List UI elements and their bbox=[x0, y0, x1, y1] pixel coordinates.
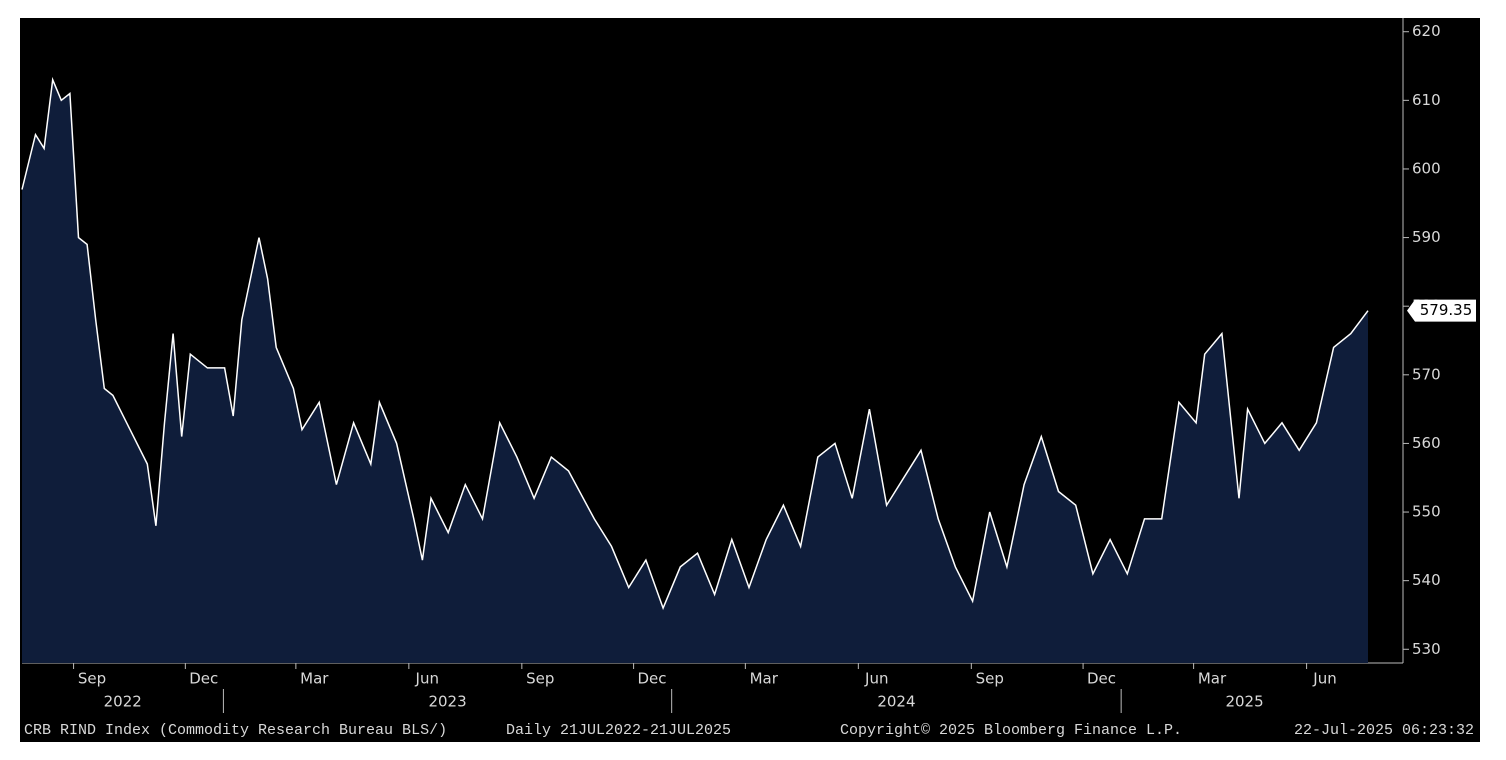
y-tick-label: 530 bbox=[1412, 640, 1441, 658]
x-tick-label: Mar bbox=[750, 670, 779, 688]
area-fill bbox=[22, 79, 1368, 664]
x-tick-label: Dec bbox=[189, 670, 218, 688]
y-tick-label: 550 bbox=[1412, 503, 1441, 521]
y-tick-label: 600 bbox=[1412, 159, 1441, 177]
x-tick-label: Jun bbox=[864, 670, 888, 688]
y-tick-label: 560 bbox=[1412, 434, 1441, 452]
y-tick-label: 610 bbox=[1412, 91, 1441, 109]
x-tick-label: Jun bbox=[1312, 670, 1336, 688]
footer-title: CRB RIND Index (Commodity Research Burea… bbox=[24, 722, 447, 739]
y-tick-label: 540 bbox=[1412, 571, 1441, 589]
x-tick-label: Sep bbox=[78, 670, 106, 688]
last-value-box bbox=[1407, 299, 1476, 322]
year-label: 2025 bbox=[1225, 693, 1263, 711]
line bbox=[21, 76, 1369, 611]
y-tick-label: 590 bbox=[1412, 228, 1441, 246]
footer-copyright: Copyright© 2025 Bloomberg Finance L.P. bbox=[840, 722, 1182, 739]
y-tick-label: 620 bbox=[1412, 22, 1441, 40]
x-tick-label: Mar bbox=[1198, 670, 1227, 688]
x-tick-label: Sep bbox=[976, 670, 1004, 688]
footer-timestamp: 22-Jul-2025 06:23:32 bbox=[1294, 722, 1474, 739]
last-value-label: 579.35 bbox=[1420, 301, 1473, 319]
year-label: 2022 bbox=[104, 693, 142, 711]
x-tick-label: Dec bbox=[1087, 670, 1116, 688]
x-tick-label: Dec bbox=[638, 670, 667, 688]
x-tick-label: Mar bbox=[300, 670, 329, 688]
x-tick-label: Jun bbox=[415, 670, 439, 688]
year-label: 2024 bbox=[877, 693, 915, 711]
footer-subtitle: Daily 21JUL2022-21JUL2025 bbox=[506, 722, 731, 739]
x-tick-label: Sep bbox=[526, 670, 554, 688]
y-tick-label: 570 bbox=[1412, 365, 1441, 383]
year-label: 2023 bbox=[428, 693, 466, 711]
